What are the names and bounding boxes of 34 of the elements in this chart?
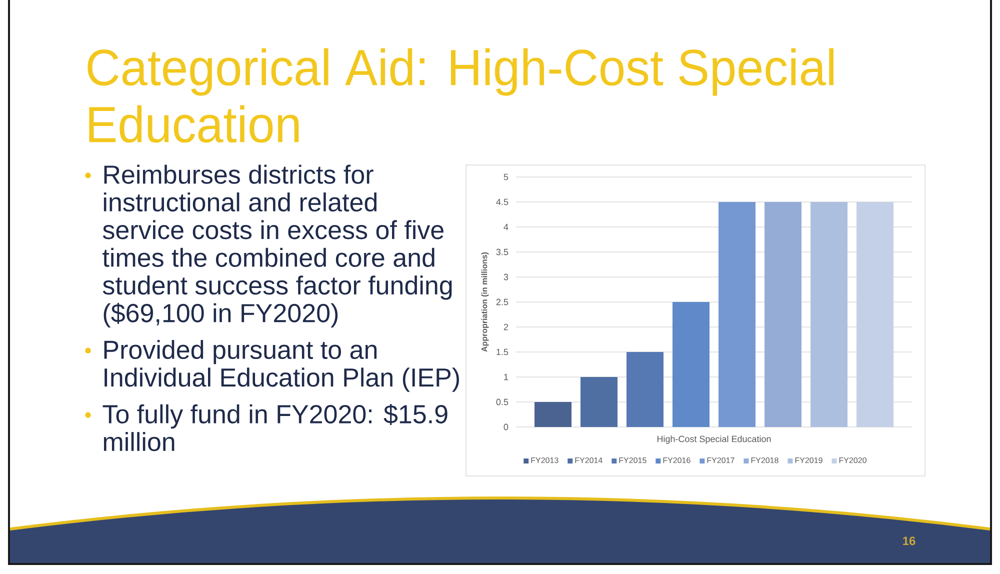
y-tick-label: 3.5 [496, 248, 508, 256]
bar [534, 402, 572, 427]
text: Reimburses districts for instructional and related service costs in excess of five times the combined core and student success factor funding ($69,100 in FY2020) [102, 164, 452, 328]
legend-label: FY2015 [619, 457, 646, 464]
bar [810, 202, 848, 427]
y-tick-label: 0.5 [496, 398, 508, 406]
legend-label: FY2016 [663, 457, 690, 464]
y-tick-label: 4.5 [496, 198, 508, 206]
y-tick-label: 3 [504, 274, 508, 280]
legend-label: FY2020 [839, 457, 866, 464]
chart-title: Categorical Aid: High-Cost Special Education [88, 48, 834, 143]
bar [764, 202, 802, 427]
bar [718, 202, 756, 427]
y-tick-label: 4 [504, 224, 508, 230]
y-tick-label: 1 [504, 374, 508, 380]
text: 16 [903, 536, 916, 546]
y-axis-title: Appropriation (in millions) [481, 252, 489, 352]
legend-label: FY2018 [751, 457, 778, 464]
bar [580, 377, 618, 427]
text: To fully fund in FY2020: $15.9 million [102, 404, 448, 452]
text: Provided pursuant to an Individual Education Plan (IEP) [104, 340, 459, 392]
x-tick-label: High-Cost Special Education [657, 436, 771, 444]
y-tick-label: 1.5 [496, 348, 508, 356]
legend-label: FY2019 [795, 457, 822, 464]
y-tick-label: 2 [504, 324, 508, 330]
legend-label: FY2017 [707, 457, 734, 464]
y-tick-label: 0 [504, 424, 508, 430]
y-tick-label: 2.5 [496, 298, 508, 306]
bar [856, 202, 894, 427]
legend-label: FY2014 [575, 457, 602, 464]
bar [672, 302, 710, 427]
bar [626, 352, 664, 427]
y-tick-label: 5 [504, 174, 508, 180]
legend-label: FY2013 [531, 457, 558, 464]
